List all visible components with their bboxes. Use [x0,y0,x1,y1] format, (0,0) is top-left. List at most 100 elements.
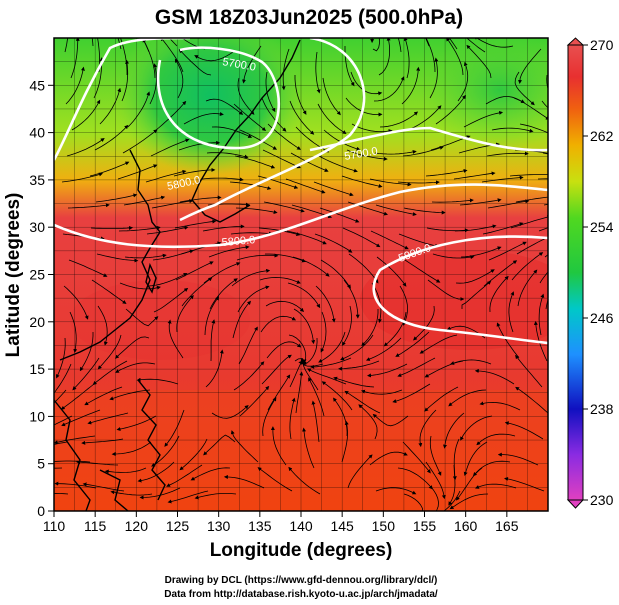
streamline [60,383,95,410]
y-tick-label: 30 [29,219,45,235]
streamline [315,51,321,94]
streamline [342,305,352,346]
y-tick-label: 15 [29,361,45,377]
streamline [65,66,85,105]
streamline [373,76,405,102]
x-tick-label: 130 [207,518,231,534]
contour-5700-east [179,38,366,222]
streamline [483,260,518,287]
coastlines [54,39,301,511]
streamline [265,300,305,312]
streamline [139,487,181,500]
x-axis: 110 115 120 125 130 135 140 145 150 155 160 165 [43,511,519,534]
streamline [117,164,158,180]
streamline [261,97,287,132]
streamline [343,279,360,319]
streamline [91,279,127,304]
streamline [461,280,492,309]
streamline [203,262,241,284]
streamline [90,225,133,230]
y-tick-label: 45 [29,77,45,93]
streamline [142,38,156,79]
streamline [194,493,237,500]
streamline [365,337,402,361]
streamline [463,110,504,128]
streamline [238,326,258,365]
streamline [459,198,502,206]
streamline [347,454,373,489]
streamline [383,311,407,347]
streamline [181,277,213,307]
streamline [204,296,220,336]
streamline [72,357,100,391]
streamline [302,427,315,469]
streamline [97,334,122,370]
streamline [285,178,326,194]
streamline [54,389,67,404]
streamline [486,151,529,157]
streamline [402,441,431,474]
streamline [402,145,444,157]
x-tick-label: 165 [495,518,519,534]
streamline [54,467,63,469]
streamline [392,383,431,403]
streamline [430,135,471,151]
streamline [345,97,383,117]
streamline [466,44,492,79]
streamline [448,389,487,407]
streamline [338,360,380,371]
streamline [413,305,435,341]
streamline [237,77,255,115]
streamline [151,435,180,467]
streamline [450,359,492,365]
streamline [511,252,544,281]
streamline [369,178,412,187]
streamline [538,293,545,336]
streamline [403,207,446,215]
streamline [546,74,548,91]
streamline [361,309,379,347]
streamline [311,400,320,443]
upper-low-center [115,38,305,175]
streamline [429,57,439,99]
coast-taiwan [145,262,157,294]
streamline [488,241,527,261]
streamline [179,438,208,471]
streamline [457,61,469,102]
streamline [333,376,375,388]
y-tick-label: 25 [29,267,45,283]
streamline [232,300,252,339]
streamline [211,404,249,419]
streamline [292,256,330,277]
y-tick-label: 5 [37,456,45,472]
streamline [104,467,147,474]
streamline [96,253,139,263]
streamline [295,371,304,414]
streamline [190,467,231,481]
y-tick-label: 35 [29,172,45,188]
x-tick-label: 110 [43,518,66,534]
streamline [288,466,321,495]
streamline [68,259,108,277]
streamline [347,201,389,216]
streamline [425,38,430,47]
grid [54,38,548,511]
streamline [358,404,378,440]
streamline [84,386,123,406]
streamline [479,401,521,411]
coast-indochina [54,399,91,511]
streamline [308,377,325,417]
streamline [175,261,214,281]
chart-title: GSM 18Z03Jun2025 (500.0hPa) [155,6,463,29]
streamline [166,464,203,487]
streamline [425,38,436,73]
streamline [367,363,408,378]
streamline [360,389,403,395]
streamline [403,38,410,79]
streamline [223,475,265,489]
streamline [174,219,217,229]
streamline [395,331,430,357]
streamline [399,285,409,326]
streamline [482,222,524,235]
contour-label: 5700.0 [221,56,256,74]
